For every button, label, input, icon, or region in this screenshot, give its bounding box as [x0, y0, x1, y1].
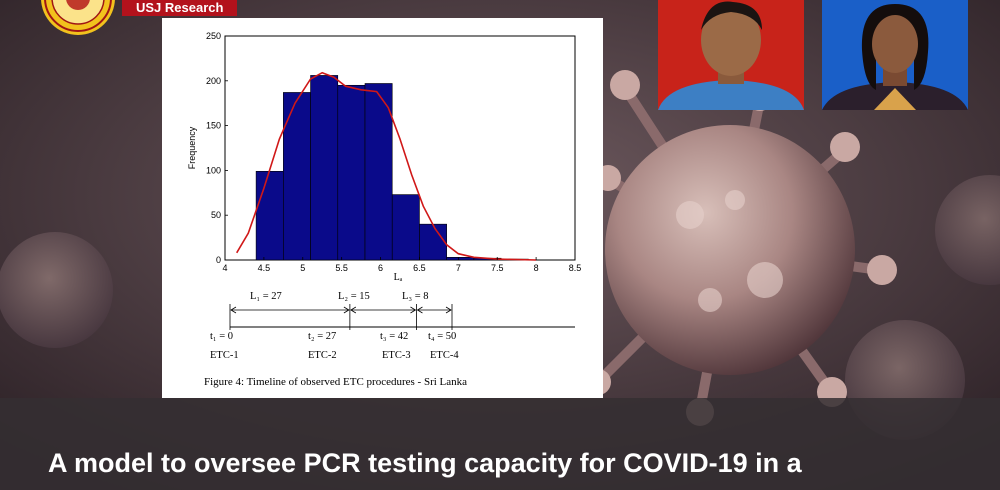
headline-banner [0, 398, 1000, 490]
x-tick-label-5: 6 [378, 263, 383, 273]
histogram-bar-7 [419, 223, 447, 261]
timeline-arrowheads-1 [230, 306, 350, 314]
article-headline[interactable]: A model to oversee PCR testing capacity … [48, 448, 802, 478]
histogram-bar-8 [446, 257, 475, 261]
histogram-bar-3 [310, 75, 339, 261]
y-tick-label-5: 200 [206, 76, 221, 86]
x-tick-label-7: 7 [456, 263, 461, 273]
figure-caption: Figure 4: Timeline of observed ETC proce… [204, 376, 467, 388]
y-axis-label: Frequency [187, 126, 197, 169]
histogram-bar-5 [364, 83, 393, 261]
time-point-4: t₄ = 50 [428, 331, 456, 342]
procedure-label-4: ETC-4 [430, 350, 459, 361]
x-tick-label-1: 4 [222, 263, 227, 273]
x-tick-label-8: 7.5 [491, 263, 504, 273]
x-axis-label: Lₐ [394, 272, 403, 283]
histogram-chart: 4 4.5 5 5.5 6 6.5 7 7.5 8 8.5 0 50 100 150 200 250 Fre… [187, 31, 581, 388]
histogram-bar-6 [391, 194, 420, 261]
time-point-3: t₃ = 42 [380, 331, 408, 342]
x-axis-ticks: 4 4.5 5 5.5 6 6.5 7 7.5 8 8.5 [222, 257, 581, 273]
y-tick-label-6: 250 [206, 31, 221, 41]
x-tick-label-3: 5 [300, 263, 305, 273]
procedure-label-3: ETC-3 [382, 350, 411, 361]
x-tick-label-10: 8.5 [569, 263, 582, 273]
etc-timeline: L₁ = 27 L₂ = 15 L₃ = 8 t₁ = 0 t₂ = 27 t₃… [210, 291, 575, 361]
timeline-arrowheads-3 [416, 306, 452, 314]
virus-far-right [935, 175, 1000, 285]
histogram-bar-1 [255, 170, 284, 261]
site-section-badge[interactable]: USJ Research [122, 0, 238, 16]
histogram-bar-4 [337, 84, 366, 261]
y-tick-label-3: 100 [206, 165, 221, 175]
histogram-bars [255, 75, 529, 261]
procedure-label-1: ETC-1 [210, 350, 239, 361]
x-tick-label-4: 5.5 [335, 263, 348, 273]
y-axis-ticks: 0 50 100 150 200 250 [206, 31, 228, 265]
researcher-photo-1 [658, 0, 804, 110]
time-point-1: t₁ = 0 [210, 331, 233, 342]
fitted-curve [236, 71, 537, 261]
x-tick-label-6: 6.5 [413, 263, 426, 273]
segment-label-3: L₃ = 8 [402, 291, 429, 302]
procedure-label-2: ETC-2 [308, 350, 337, 361]
university-logo [41, 0, 115, 35]
y-tick-label-2: 50 [211, 210, 221, 220]
x-tick-label-2: 4.5 [258, 263, 271, 273]
virus-far-left [0, 232, 113, 348]
time-point-2: t₂ = 27 [308, 331, 336, 342]
x-tick-label-9: 8 [534, 263, 539, 273]
research-figure: 4 4.5 5 5.5 6 6.5 7 7.5 8 8.5 0 50 100 150 200 250 Fre… [162, 18, 603, 398]
histogram-bar-2 [283, 92, 311, 261]
segment-label-2: L₂ = 15 [338, 291, 370, 302]
y-tick-label-4: 150 [206, 121, 221, 131]
virus-main [585, 70, 897, 426]
researcher-photo-2 [822, 0, 968, 110]
segment-label-1: L₁ = 27 [250, 291, 282, 302]
y-tick-label-1: 0 [216, 255, 221, 265]
timeline-arrowheads-2 [350, 306, 417, 314]
